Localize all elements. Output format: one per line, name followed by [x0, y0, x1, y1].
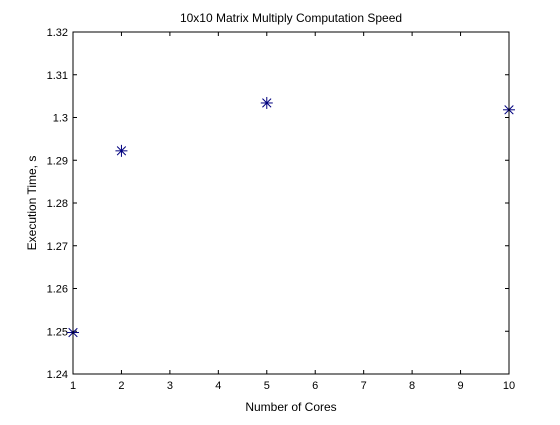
axis-tick-labels: 1 2 3 4 5 6 7 8 9 10 1.24 1.25 1.26 1.27 1.28 1.29 1.3 1.… [47, 27, 516, 392]
y-tick-label: 1.25 [47, 326, 68, 338]
y-tick-label: 1.27 [47, 241, 68, 253]
y-tick-label: 1.31 [47, 70, 68, 82]
x-tick-label: 3 [167, 380, 173, 392]
y-tick-label: 1.24 [47, 369, 68, 381]
y-tick-label: 1.28 [47, 198, 68, 210]
data-point [115, 144, 128, 157]
x-tick-label: 2 [118, 380, 124, 392]
x-tick-label: 10 [503, 380, 515, 392]
plot-area [73, 32, 509, 374]
y-tick-label: 1.3 [53, 113, 68, 125]
y-tick-label: 1.26 [47, 284, 68, 296]
x-axis-title: Number of Cores [245, 400, 336, 414]
y-tick-label: 1.32 [47, 27, 68, 39]
chart-title: 10x10 Matrix Multiply Computation Speed [180, 11, 402, 25]
x-tick-label: 1 [70, 380, 76, 392]
x-tick-label: 9 [457, 380, 463, 392]
x-tick-label: 7 [361, 380, 367, 392]
data-point [260, 96, 273, 109]
x-tick-label: 8 [409, 380, 415, 392]
plot-frame [72, 31, 510, 375]
x-tick-label: 6 [312, 380, 318, 392]
y-axis-title: Execution Time, s [25, 156, 39, 251]
x-tick-label: 5 [264, 380, 270, 392]
x-tick-label: 4 [215, 380, 221, 392]
y-tick-label: 1.29 [47, 155, 68, 167]
